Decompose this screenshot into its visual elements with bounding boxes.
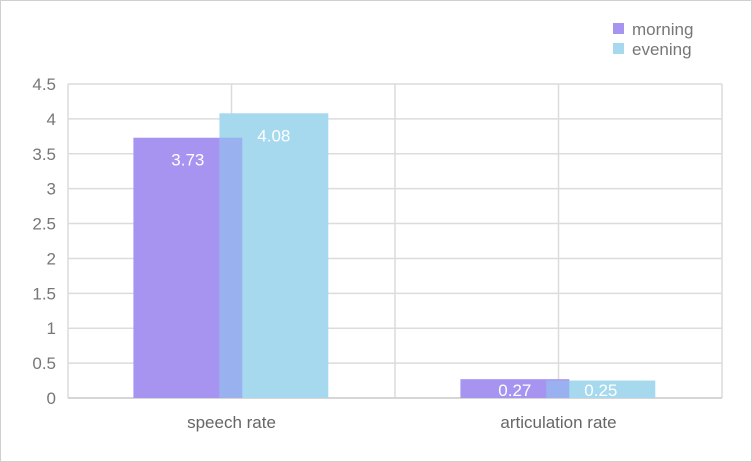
x-category-label: speech rate bbox=[187, 413, 276, 432]
bars bbox=[133, 113, 656, 398]
legend-label-evening: evening bbox=[632, 40, 692, 59]
data-label: 4.08 bbox=[257, 126, 290, 145]
y-tick-label: 2 bbox=[47, 249, 56, 268]
bar-overlap bbox=[219, 137, 243, 398]
y-tick-label: 3 bbox=[47, 180, 56, 199]
y-tick-label: 1 bbox=[47, 319, 56, 338]
data-label: 0.25 bbox=[584, 381, 617, 400]
y-tick-label: 2.5 bbox=[32, 215, 56, 234]
bar-overlap bbox=[546, 380, 570, 398]
x-category-label: articulation rate bbox=[500, 413, 616, 432]
y-tick-label: 0.5 bbox=[32, 354, 56, 373]
data-label: 0.27 bbox=[498, 381, 531, 400]
bar-morning bbox=[460, 379, 570, 398]
y-axis-ticks: 0 0.5 1 1.5 2 2.5 3 3.5 4 4.5 bbox=[32, 75, 56, 408]
y-tick-label: 4.5 bbox=[32, 75, 56, 94]
y-tick-label: 3.5 bbox=[32, 145, 56, 164]
y-tick-label: 0 bbox=[47, 389, 56, 408]
x-axis-categories: speech rate articulation rate bbox=[187, 413, 617, 432]
legend-swatch-evening bbox=[613, 43, 624, 54]
data-labels: 3.73 4.08 0.27 0.25 bbox=[171, 126, 617, 400]
y-tick-label: 4 bbox=[47, 110, 56, 129]
legend-swatch-morning bbox=[613, 23, 624, 34]
legend-label-morning: morning bbox=[632, 20, 693, 39]
y-tick-label: 1.5 bbox=[32, 284, 56, 303]
bar-evening bbox=[546, 380, 656, 398]
data-label: 3.73 bbox=[171, 151, 204, 170]
